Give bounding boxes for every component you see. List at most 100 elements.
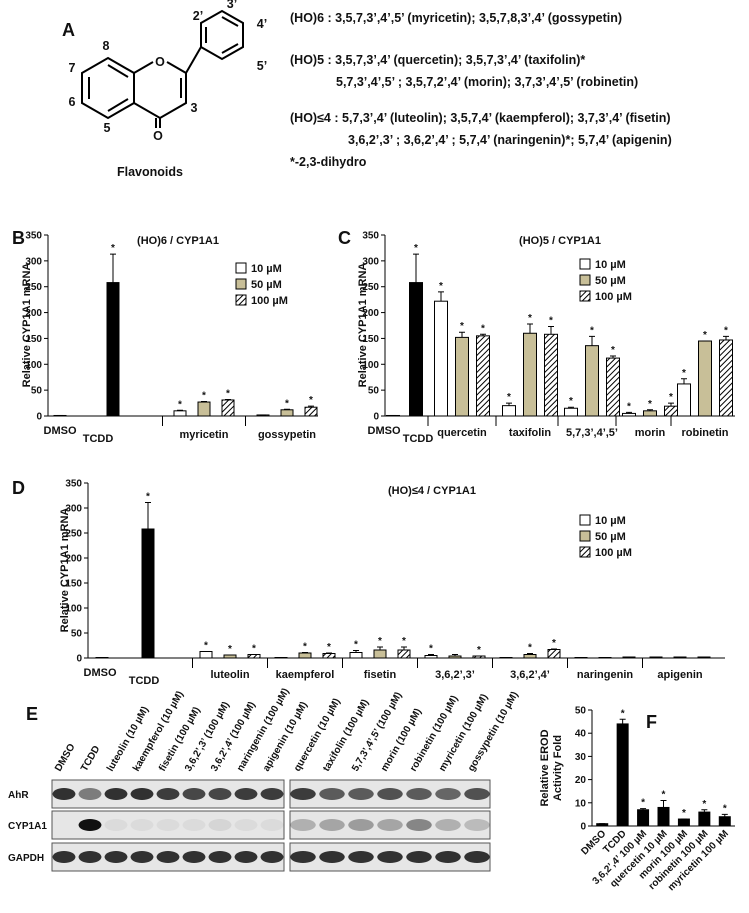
blot-band bbox=[104, 851, 128, 863]
significance-star: * bbox=[590, 325, 594, 336]
blot-band bbox=[435, 819, 461, 831]
blot-band bbox=[290, 788, 316, 800]
significance-star: * bbox=[414, 243, 418, 254]
error-bar bbox=[326, 652, 332, 654]
error-bar bbox=[401, 646, 407, 650]
legend-swatch bbox=[579, 258, 591, 270]
bar bbox=[698, 811, 711, 827]
bar bbox=[373, 649, 387, 659]
panel-letter: A bbox=[62, 20, 75, 40]
bar bbox=[476, 335, 490, 417]
text-line: 5,7,3’,4’,5’ ; 3,5,7,2’,4’ (morin); 3,7,… bbox=[336, 75, 638, 89]
legend-swatch bbox=[579, 290, 591, 302]
y-tick-label: 50 bbox=[575, 706, 587, 717]
error-bar bbox=[721, 813, 728, 817]
y-tick-label: 200 bbox=[65, 554, 82, 565]
lane-label: DMSO bbox=[53, 742, 78, 774]
significance-star: * bbox=[702, 799, 706, 810]
significance-star: * bbox=[648, 399, 652, 410]
significance-star: * bbox=[528, 313, 532, 324]
x-tick-label: fisetin bbox=[364, 669, 397, 681]
significance-star: * bbox=[378, 636, 382, 647]
bar bbox=[606, 357, 620, 417]
significance-star: * bbox=[285, 398, 289, 409]
bar bbox=[424, 655, 438, 659]
y-tick-label: 150 bbox=[65, 579, 82, 590]
y-tick-label: 350 bbox=[25, 231, 42, 242]
blot-band bbox=[130, 819, 154, 831]
blot-band bbox=[78, 788, 102, 800]
bar bbox=[698, 340, 712, 417]
x-tick-label: kaempferol bbox=[276, 669, 335, 681]
panel-letter: D bbox=[12, 478, 25, 498]
legend-label: 10 µM bbox=[595, 515, 626, 527]
text-line: *-2,3-dihydro bbox=[290, 155, 367, 169]
bar bbox=[637, 809, 650, 827]
significance-star: * bbox=[507, 392, 511, 403]
y-tick-label: 100 bbox=[65, 604, 82, 615]
error-bar bbox=[377, 646, 383, 650]
blot-band bbox=[182, 851, 206, 863]
y-tick-label: 10 bbox=[575, 798, 587, 809]
legend-swatch bbox=[579, 530, 591, 542]
panel-letter: C bbox=[338, 228, 351, 248]
y-tick-label: 30 bbox=[575, 752, 587, 763]
position-label: 7 bbox=[69, 61, 76, 75]
x-tick-label: 5,7,3’,4’,5’ bbox=[566, 427, 618, 439]
bar bbox=[409, 282, 423, 417]
significance-star: * bbox=[477, 645, 481, 656]
flavonoid-structure bbox=[81, 9, 244, 128]
significance-star: * bbox=[460, 321, 464, 332]
bar bbox=[304, 406, 318, 417]
significance-star: * bbox=[226, 388, 230, 399]
x-tick-label: 3,6,2’,3’ bbox=[435, 669, 475, 681]
error-bar bbox=[413, 253, 419, 283]
blot-band bbox=[377, 851, 403, 863]
bar bbox=[719, 339, 733, 417]
y-tick-label: 0 bbox=[373, 412, 379, 423]
error-bar bbox=[428, 654, 434, 656]
position-label: 6 bbox=[69, 95, 76, 109]
legend-label: 100 µM bbox=[595, 291, 632, 303]
y-tick-label: 40 bbox=[575, 729, 587, 740]
significance-star: * bbox=[228, 644, 232, 655]
x-tick-label: luteolin bbox=[210, 669, 249, 681]
blot-band bbox=[319, 788, 345, 800]
significance-star: * bbox=[327, 642, 331, 653]
y-tick-label: 250 bbox=[65, 529, 82, 540]
x-tick-label: quercetin bbox=[437, 427, 487, 439]
blot-band bbox=[234, 788, 258, 800]
y-tick-label: 100 bbox=[362, 360, 379, 371]
error-bar bbox=[589, 335, 595, 346]
blot-band bbox=[319, 819, 345, 831]
y-tick-label: 0 bbox=[580, 822, 586, 833]
x-tick-label: taxifolin bbox=[509, 427, 551, 439]
y-axis-label: Relative CYP1A1 mRNA bbox=[357, 263, 369, 388]
error-bar bbox=[480, 333, 486, 336]
bar bbox=[280, 409, 294, 417]
bar bbox=[616, 723, 629, 827]
bar bbox=[547, 649, 561, 659]
x-tick-label: DMSO bbox=[579, 828, 608, 857]
y-tick-label: 150 bbox=[25, 334, 42, 345]
blot-band bbox=[348, 819, 374, 831]
significance-star: * bbox=[146, 492, 150, 503]
bar bbox=[657, 806, 670, 827]
error-bar bbox=[527, 323, 533, 334]
legend-label: 50 µM bbox=[251, 279, 282, 291]
row-label: GAPDH bbox=[8, 853, 44, 864]
blot-band bbox=[435, 788, 461, 800]
bar bbox=[349, 652, 363, 659]
blot-band bbox=[435, 851, 461, 863]
y-tick-label: 250 bbox=[362, 282, 379, 293]
significance-star: * bbox=[429, 644, 433, 655]
y-tick-label: 0 bbox=[36, 412, 42, 423]
error-bar bbox=[626, 411, 632, 414]
error-bar bbox=[110, 253, 116, 283]
legend-swatch bbox=[235, 278, 247, 290]
bar bbox=[523, 332, 537, 417]
error-bar bbox=[610, 355, 616, 359]
blot-band bbox=[234, 819, 258, 831]
y-tick-label: 50 bbox=[71, 629, 83, 640]
